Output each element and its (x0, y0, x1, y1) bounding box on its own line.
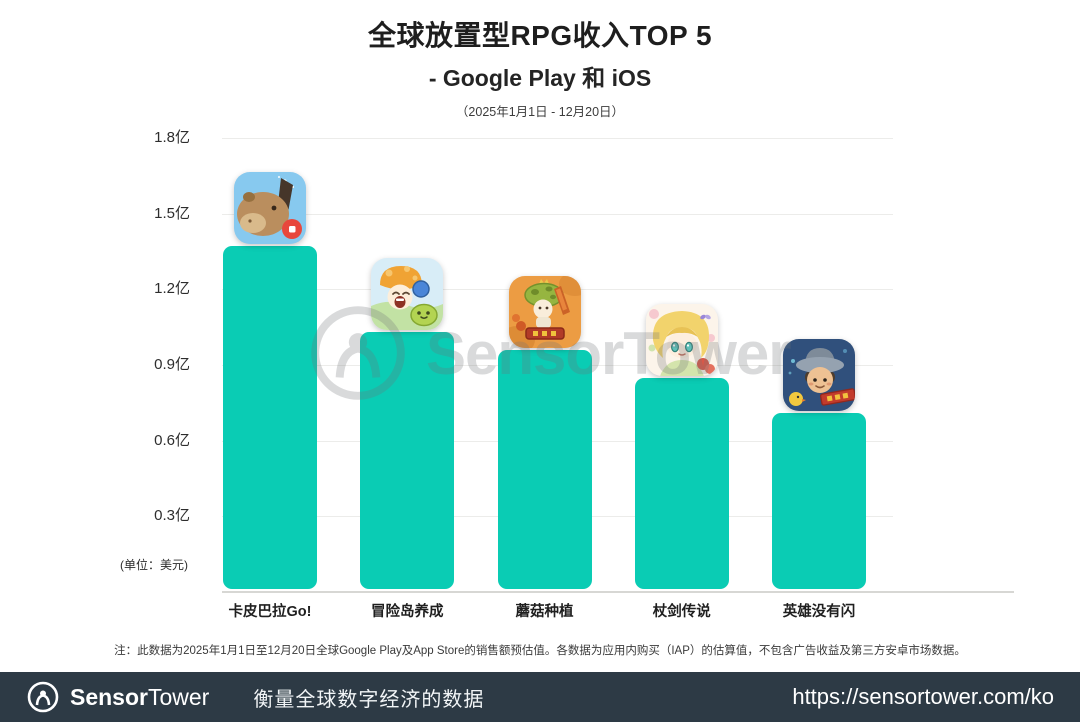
capybara-go-app-icon (234, 172, 306, 245)
bar-group-capybara-go: 卡皮巴拉Go! (223, 172, 317, 620)
unit-label: (单位：美元) (120, 558, 188, 572)
revenue-bar (634, 377, 729, 589)
chart-header: 全球放置型RPG收入TOP 5 - Google Play 和 iOS （202… (0, 14, 1080, 120)
brand-wordmark: Sensor Tower (70, 684, 209, 711)
y-tick-label: 0.6亿 (154, 431, 190, 449)
footnote: 注：此数据为2025年1月1日至12月20日全球Google Play及App … (114, 645, 966, 657)
brand-bold: Sensor (70, 683, 148, 710)
y-tick-label: 0.3亿 (154, 507, 190, 525)
revenue-bar (360, 332, 455, 589)
category-label: 英雄没有闪 (782, 604, 856, 620)
revenue-bar (223, 246, 317, 589)
staff-sword-legend-app-icon (645, 303, 718, 376)
x-axis-line (222, 591, 1014, 593)
brand-regular: Tower (147, 683, 210, 710)
category-label: 冒险岛养成 (371, 604, 444, 620)
bar-group-maplestory-idle: 冒险岛养成 (360, 258, 455, 620)
maplestory-idle-app-icon (371, 258, 444, 331)
category-label: 杖剑传说 (652, 604, 711, 620)
footer-url-link[interactable]: https://sensortower.com/ko (792, 684, 1054, 709)
y-tick-label: 1.5亿 (154, 204, 190, 222)
page-title: 全球放置型RPG收入TOP 5 (367, 20, 713, 51)
bar-group-mushroom-planting: 蘑菇种植 (497, 275, 592, 620)
category-label: 卡皮巴拉Go! (228, 604, 312, 620)
y-tick-label: 1.8亿 (154, 129, 190, 146)
date-range: （2025年1月1日 - 12月20日） (455, 105, 625, 119)
revenue-bar (772, 412, 866, 589)
sensortower-logo-icon (27, 681, 59, 713)
watermark-text: SensorTower (426, 319, 792, 387)
footer-bar: Sensor Tower 衡量全球数字经济的数据 https://sensorto… (0, 672, 1080, 722)
category-label: 蘑菇种植 (515, 604, 574, 620)
footer-tagline: 衡量全球数字经济的数据 (253, 688, 485, 711)
bar-group-staff-sword-legend: 杖剑传说 (634, 303, 729, 620)
mushroom-planting-app-icon (508, 275, 581, 348)
revenue-bar (497, 349, 592, 589)
hero-no-flash-app-icon (783, 338, 855, 411)
gridline (222, 213, 893, 215)
page-subtitle: - Google Play 和 iOS (428, 65, 652, 91)
y-tick-label: 0.9亿 (154, 356, 190, 373)
y-tick-label: 1.2亿 (154, 280, 190, 298)
gridline (222, 138, 893, 139)
bar-group-hero-no-flash: 英雄没有闪 (772, 338, 866, 620)
